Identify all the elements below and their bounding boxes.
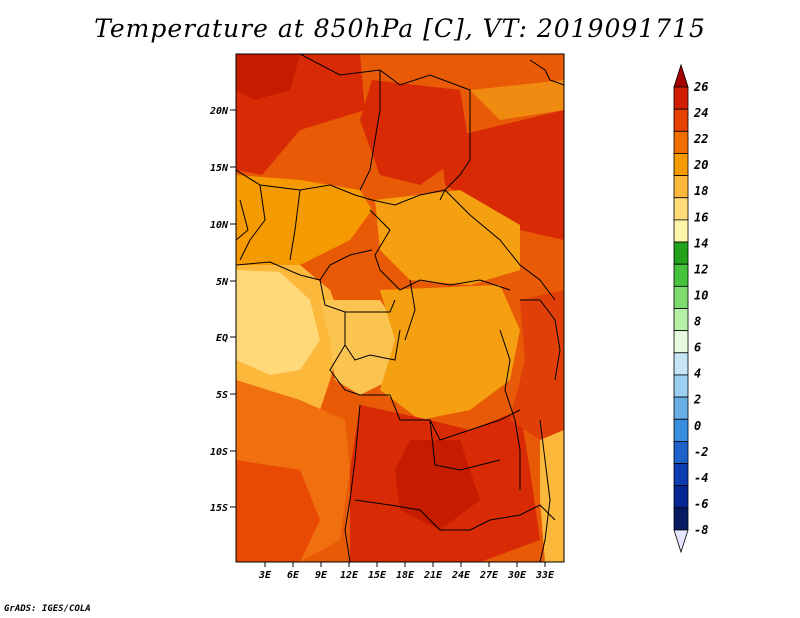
lat-label-20n: 20N (209, 106, 229, 117)
lat-label-15s: 15S (210, 503, 228, 514)
colorbar-label: 8 (694, 315, 701, 329)
longitude-axis: 3E 6E 9E 12E 15E 18E 21E 24E 27E 30E 33E (258, 562, 555, 581)
colorbar-swatch (673, 130, 689, 154)
lat-label-10n: 10N (210, 220, 229, 231)
colorbar-swatch (673, 352, 689, 376)
colorbar-swatch (673, 175, 689, 199)
colorbar-swatch (673, 374, 689, 398)
lat-label-5n: 5N (216, 277, 229, 288)
colorbar-label: 20 (693, 158, 708, 172)
colorbar-swatch (673, 396, 689, 420)
colorbar-swatch (673, 86, 689, 110)
colorbar-label: 2 (693, 393, 701, 407)
colorbar-label: -6 (694, 497, 708, 511)
colorbar-label: 22 (693, 132, 708, 146)
colorbar-swatch (673, 418, 689, 442)
colorbar-swatch (673, 463, 689, 487)
colorbar-label: -2 (694, 445, 708, 459)
colorbar-top-arrow (673, 63, 689, 88)
colorbar-label: 0 (694, 419, 701, 433)
colorbar-bottom-arrow (673, 529, 689, 554)
colorbar-label: 26 (693, 80, 708, 94)
colorbar-swatch (673, 263, 689, 287)
colorbar-label: 16 (694, 210, 708, 224)
colorbar-label: -8 (694, 523, 708, 537)
latitude-axis: 20N 15N 10N 5N EQ 5S 10S 15S (209, 106, 236, 514)
lon-label-30e: 30E (507, 570, 527, 581)
colorbar-swatch (673, 219, 689, 243)
lon-label-3e: 3E (258, 570, 272, 581)
colorbar-swatch (673, 285, 689, 309)
colorbar-label: 12 (694, 262, 708, 276)
colorbar-swatch (673, 241, 689, 265)
map-frame (235, 53, 565, 563)
colorbar-label: 18 (694, 184, 708, 198)
colorbar-label: 6 (694, 341, 701, 355)
colorbar-swatch (673, 485, 689, 509)
lat-label-15n: 15N (210, 163, 229, 174)
colorbar-label: 14 (694, 236, 708, 250)
colorbar-swatch (673, 197, 689, 221)
lon-label-18e: 18E (396, 570, 415, 581)
lon-label-24e: 24E (451, 570, 471, 581)
lon-label-21e: 21E (423, 570, 443, 581)
lon-label-33e: 33E (535, 570, 555, 581)
colorbar-label: -4 (694, 471, 708, 485)
lat-label-eq: EQ (216, 333, 228, 344)
colorbar-swatch (673, 308, 689, 332)
lon-label-27e: 27E (479, 570, 499, 581)
country-borders (236, 54, 564, 562)
lat-label-5s: 5S (216, 390, 228, 401)
colorbar-label: 4 (694, 367, 701, 381)
colorbar-label: 10 (694, 288, 708, 302)
map-title: Temperature at 850hPa [C], VT: 201909171… (94, 14, 706, 43)
colorbar-swatch (673, 108, 689, 132)
lon-label-15e: 15E (368, 570, 387, 581)
colorbar-swatch (673, 507, 689, 531)
colorbar-swatch (673, 330, 689, 354)
colorbar-swatch (673, 153, 689, 176)
lon-label-9e: 9E (315, 570, 328, 581)
colorbar-swatch (673, 440, 689, 464)
lat-label-10s: 10S (210, 447, 228, 458)
lon-label-12e: 12E (340, 570, 359, 581)
lon-label-6e: 6E (287, 570, 300, 581)
temperature-field (236, 54, 564, 562)
colorbar-label: 24 (693, 106, 708, 120)
grads-credit: GrADS: IGES/COLA (4, 604, 91, 614)
